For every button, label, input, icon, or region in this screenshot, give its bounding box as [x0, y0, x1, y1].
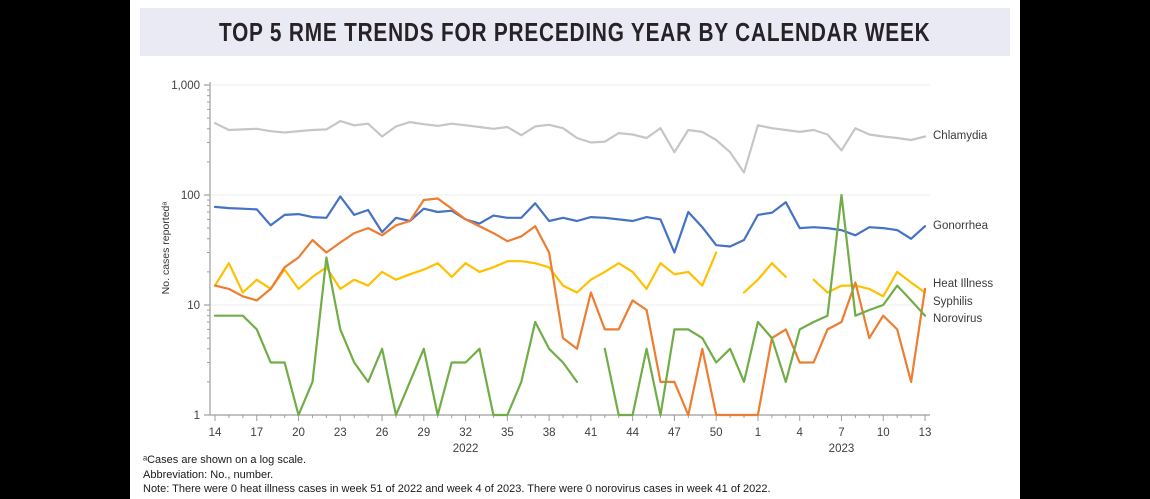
y-tick-label: 10: [187, 300, 200, 312]
x-tick-label: 50: [710, 427, 723, 439]
x-tick-label: 29: [417, 427, 430, 439]
footnote-abbreviation: Abbreviation: No., number.: [143, 468, 274, 481]
y-tick-label: 100: [181, 190, 200, 202]
series-line-norovirus: [213, 193, 927, 417]
year-label: 2022: [453, 443, 479, 455]
x-tick-label: 47: [668, 427, 681, 439]
x-tick-label: 23: [334, 427, 347, 439]
x-tick-label: 38: [543, 427, 556, 439]
series-line-syphilis: [213, 197, 927, 417]
series-label-norovirus: Norovirus: [933, 313, 983, 325]
y-tick-label: 1,000: [171, 80, 200, 92]
footnotes: ᵃCases are shown on a log scale. Abbrevi…: [143, 453, 771, 497]
series-label-gonorrhea: Gonorrhea: [933, 220, 988, 232]
series-line-heat-illness: [213, 251, 927, 298]
series-line-gonorrhea: [213, 195, 927, 254]
series-label-heat-illness: Heat Illness: [933, 278, 994, 290]
x-tick-label: 32: [459, 427, 472, 439]
title-banner: TOP 5 RME TRENDS FOR PRECEDING YEAR BY C…: [140, 8, 1010, 56]
x-tick-label: 35: [501, 427, 514, 439]
x-tick-label: 20: [292, 427, 305, 439]
x-tick-label: 13: [919, 427, 932, 439]
footnote-log-scale: ᵃCases are shown on a log scale.: [143, 454, 307, 466]
x-tick-label: 26: [376, 427, 389, 439]
x-tick-label: 7: [838, 427, 844, 439]
chart-title: TOP 5 RME TRENDS FOR PRECEDING YEAR BY C…: [219, 16, 931, 47]
x-tick-label: 41: [584, 427, 597, 439]
x-tick-label: 1: [755, 427, 761, 439]
x-tick-label: 10: [877, 427, 890, 439]
series-label-syphilis: Syphilis: [933, 296, 973, 308]
year-label: 2023: [829, 443, 855, 455]
x-tick-label: 4: [797, 427, 804, 439]
series-line-chlamydia: [213, 120, 927, 174]
footnote-zero-cases: Note: There were 0 heat illness cases in…: [143, 483, 771, 495]
x-tick-label: 44: [626, 427, 639, 439]
y-axis-label: No. cases reportedᵃ: [160, 201, 172, 295]
y-tick-label: 1: [194, 410, 200, 422]
report-slide: TOP 5 RME TRENDS FOR PRECEDING YEAR BY C…: [130, 0, 1020, 499]
x-tick-label: 14: [209, 427, 222, 439]
x-tick-label: 17: [250, 427, 263, 439]
series-label-chlamydia: Chlamydia: [933, 130, 988, 142]
